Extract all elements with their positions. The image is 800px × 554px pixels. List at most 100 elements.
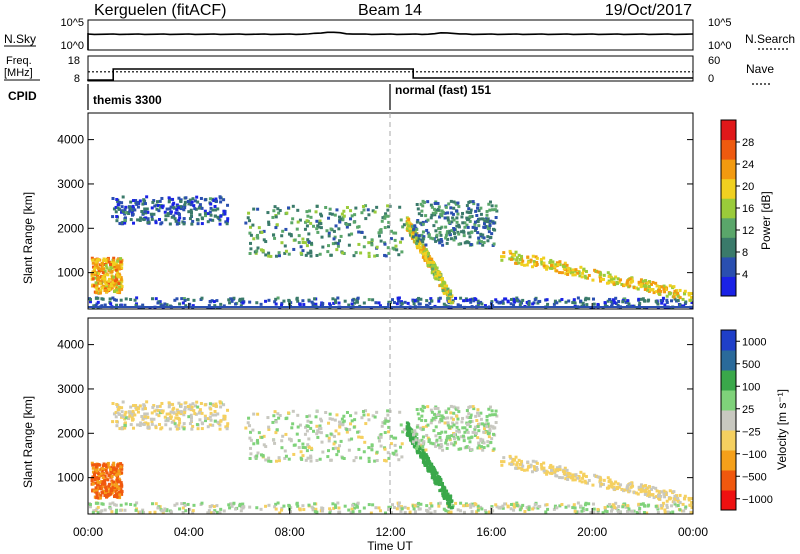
echo-cell <box>501 506 505 510</box>
echo-cell <box>667 292 671 296</box>
echo-cell <box>411 233 415 237</box>
echo-cell <box>120 410 124 414</box>
echo-cell <box>96 487 100 491</box>
echo-cell <box>320 214 324 218</box>
echo-cell <box>490 437 494 441</box>
echo-cell <box>97 496 101 500</box>
echo-cell <box>111 401 115 405</box>
echo-cell <box>91 261 95 265</box>
echo-cell <box>539 257 543 261</box>
echo-cell <box>354 251 358 255</box>
echo-cell <box>264 458 268 462</box>
echo-cell <box>654 486 658 490</box>
echo-cell <box>234 507 238 511</box>
echo-cell <box>419 297 423 301</box>
echo-cell <box>168 427 172 431</box>
echo-cell <box>449 510 453 514</box>
echo-cell <box>422 440 426 444</box>
echo-cell <box>132 221 136 225</box>
echo-cell <box>91 277 95 281</box>
echo-cell <box>639 485 643 489</box>
echo-cell <box>412 507 416 511</box>
echo-cell <box>172 406 176 410</box>
echo-cell <box>223 212 227 216</box>
echo-cell <box>143 202 147 206</box>
echo-cell <box>95 289 99 293</box>
echo-cell <box>689 511 693 515</box>
echo-cell <box>397 458 401 462</box>
echo-cell <box>179 412 183 416</box>
echo-cell <box>647 503 651 507</box>
echo-cell <box>465 204 469 208</box>
echo-cell <box>269 254 273 258</box>
echo-cell <box>616 277 620 281</box>
echo-cell <box>682 509 686 513</box>
echo-cell <box>674 498 678 502</box>
echo-cell <box>329 432 333 436</box>
echo-cell <box>239 509 243 513</box>
echo-cell <box>106 281 110 285</box>
echo-cell <box>103 303 107 307</box>
echo-cell <box>612 299 616 303</box>
echo-cell <box>169 415 173 419</box>
echo-cell <box>389 434 393 438</box>
echo-cell <box>114 262 118 266</box>
echo-cell <box>160 196 164 200</box>
echo-cell <box>567 475 571 479</box>
echo-cell <box>108 490 112 494</box>
echo-cell <box>599 279 603 283</box>
echo-cell <box>165 509 169 513</box>
echo-cell <box>186 297 190 301</box>
echo-cell <box>460 420 464 424</box>
echo-cell <box>330 417 334 421</box>
echo-cell <box>384 459 388 463</box>
echo-cell <box>115 469 119 473</box>
echo-cell <box>407 224 411 228</box>
echo-cell <box>558 271 562 275</box>
echo-cell <box>152 199 156 203</box>
echo-cell <box>131 413 135 417</box>
echo-cell <box>316 224 320 228</box>
echo-cell <box>527 506 531 510</box>
colorbar-tick-label: 500 <box>742 359 760 371</box>
echo-cell <box>465 216 469 220</box>
echo-cell <box>475 214 479 218</box>
echo-cell <box>143 412 147 416</box>
echo-cell <box>112 466 116 470</box>
echo-cell <box>518 508 522 512</box>
echo-cell <box>579 265 583 269</box>
echo-cell <box>606 504 610 508</box>
echo-cell <box>582 472 586 476</box>
ytick-label: 3000 <box>57 382 84 396</box>
echo-cell <box>391 503 395 507</box>
echo-cell <box>581 476 585 480</box>
echo-cell <box>320 440 324 444</box>
echo-cell <box>131 206 135 210</box>
echo-cell <box>88 505 92 509</box>
colorbar-cell <box>721 370 736 391</box>
echo-cell <box>389 442 393 446</box>
echo-cell <box>610 302 614 306</box>
echo-cell <box>299 251 303 255</box>
echo-cell <box>95 469 99 473</box>
colorbar-tick-label: −1000 <box>742 494 773 506</box>
echo-cell <box>512 303 516 307</box>
echo-cell <box>311 508 315 512</box>
echo-cell <box>182 208 186 212</box>
echo-cell <box>257 431 261 435</box>
echo-cell <box>190 416 194 420</box>
echo-cell <box>209 213 213 217</box>
echo-cell <box>299 245 303 249</box>
echo-cell <box>336 296 340 300</box>
echo-cell <box>601 277 605 281</box>
echo-cell <box>104 258 108 262</box>
echo-cell <box>444 225 448 229</box>
freq-tick-top: 18 <box>68 55 80 67</box>
echo-cell <box>449 206 453 210</box>
echo-cell <box>214 402 218 406</box>
echo-cell <box>419 250 423 254</box>
echo-cell <box>476 206 480 210</box>
echo-cell <box>508 462 512 466</box>
echo-cell <box>436 201 440 205</box>
echo-cell <box>615 487 619 491</box>
